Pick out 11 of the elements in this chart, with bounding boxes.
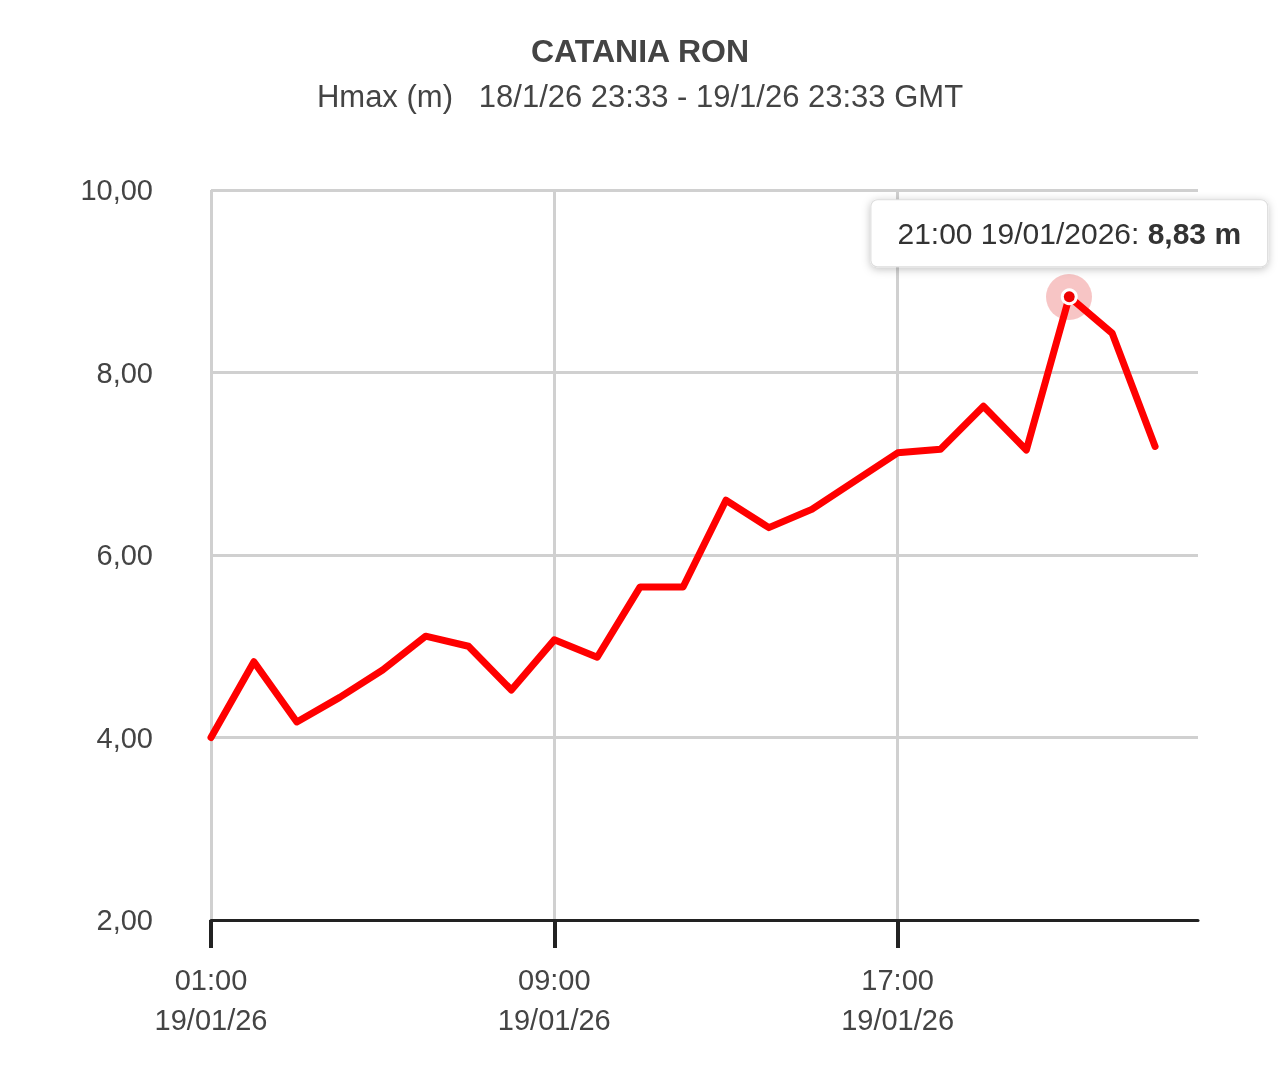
x-tick-label: 01:00 19/01/26 — [154, 964, 268, 1036]
x-tick-label: 09:00 19/01/26 — [497, 964, 611, 1036]
annotation: 21:00 19/01/2026: 8,83 m — [897, 216, 1242, 250]
chart-title: CATANIA RON — [530, 33, 750, 69]
y-tick-label: 4,00 — [96, 721, 153, 754]
x-tick-label: 17:00 19/01/26 — [841, 964, 955, 1036]
y-tick-label: 6,00 — [96, 539, 153, 571]
y-tick-label: 8,00 — [96, 356, 153, 389]
y-tick-label: 2,00 — [96, 904, 153, 936]
chart-subtitle: Hmax (m) 18/1/26 23:33 - 19/1/26 23:33 GMT — [316, 79, 964, 114]
y-tick-label: 10,00 — [80, 174, 153, 206]
